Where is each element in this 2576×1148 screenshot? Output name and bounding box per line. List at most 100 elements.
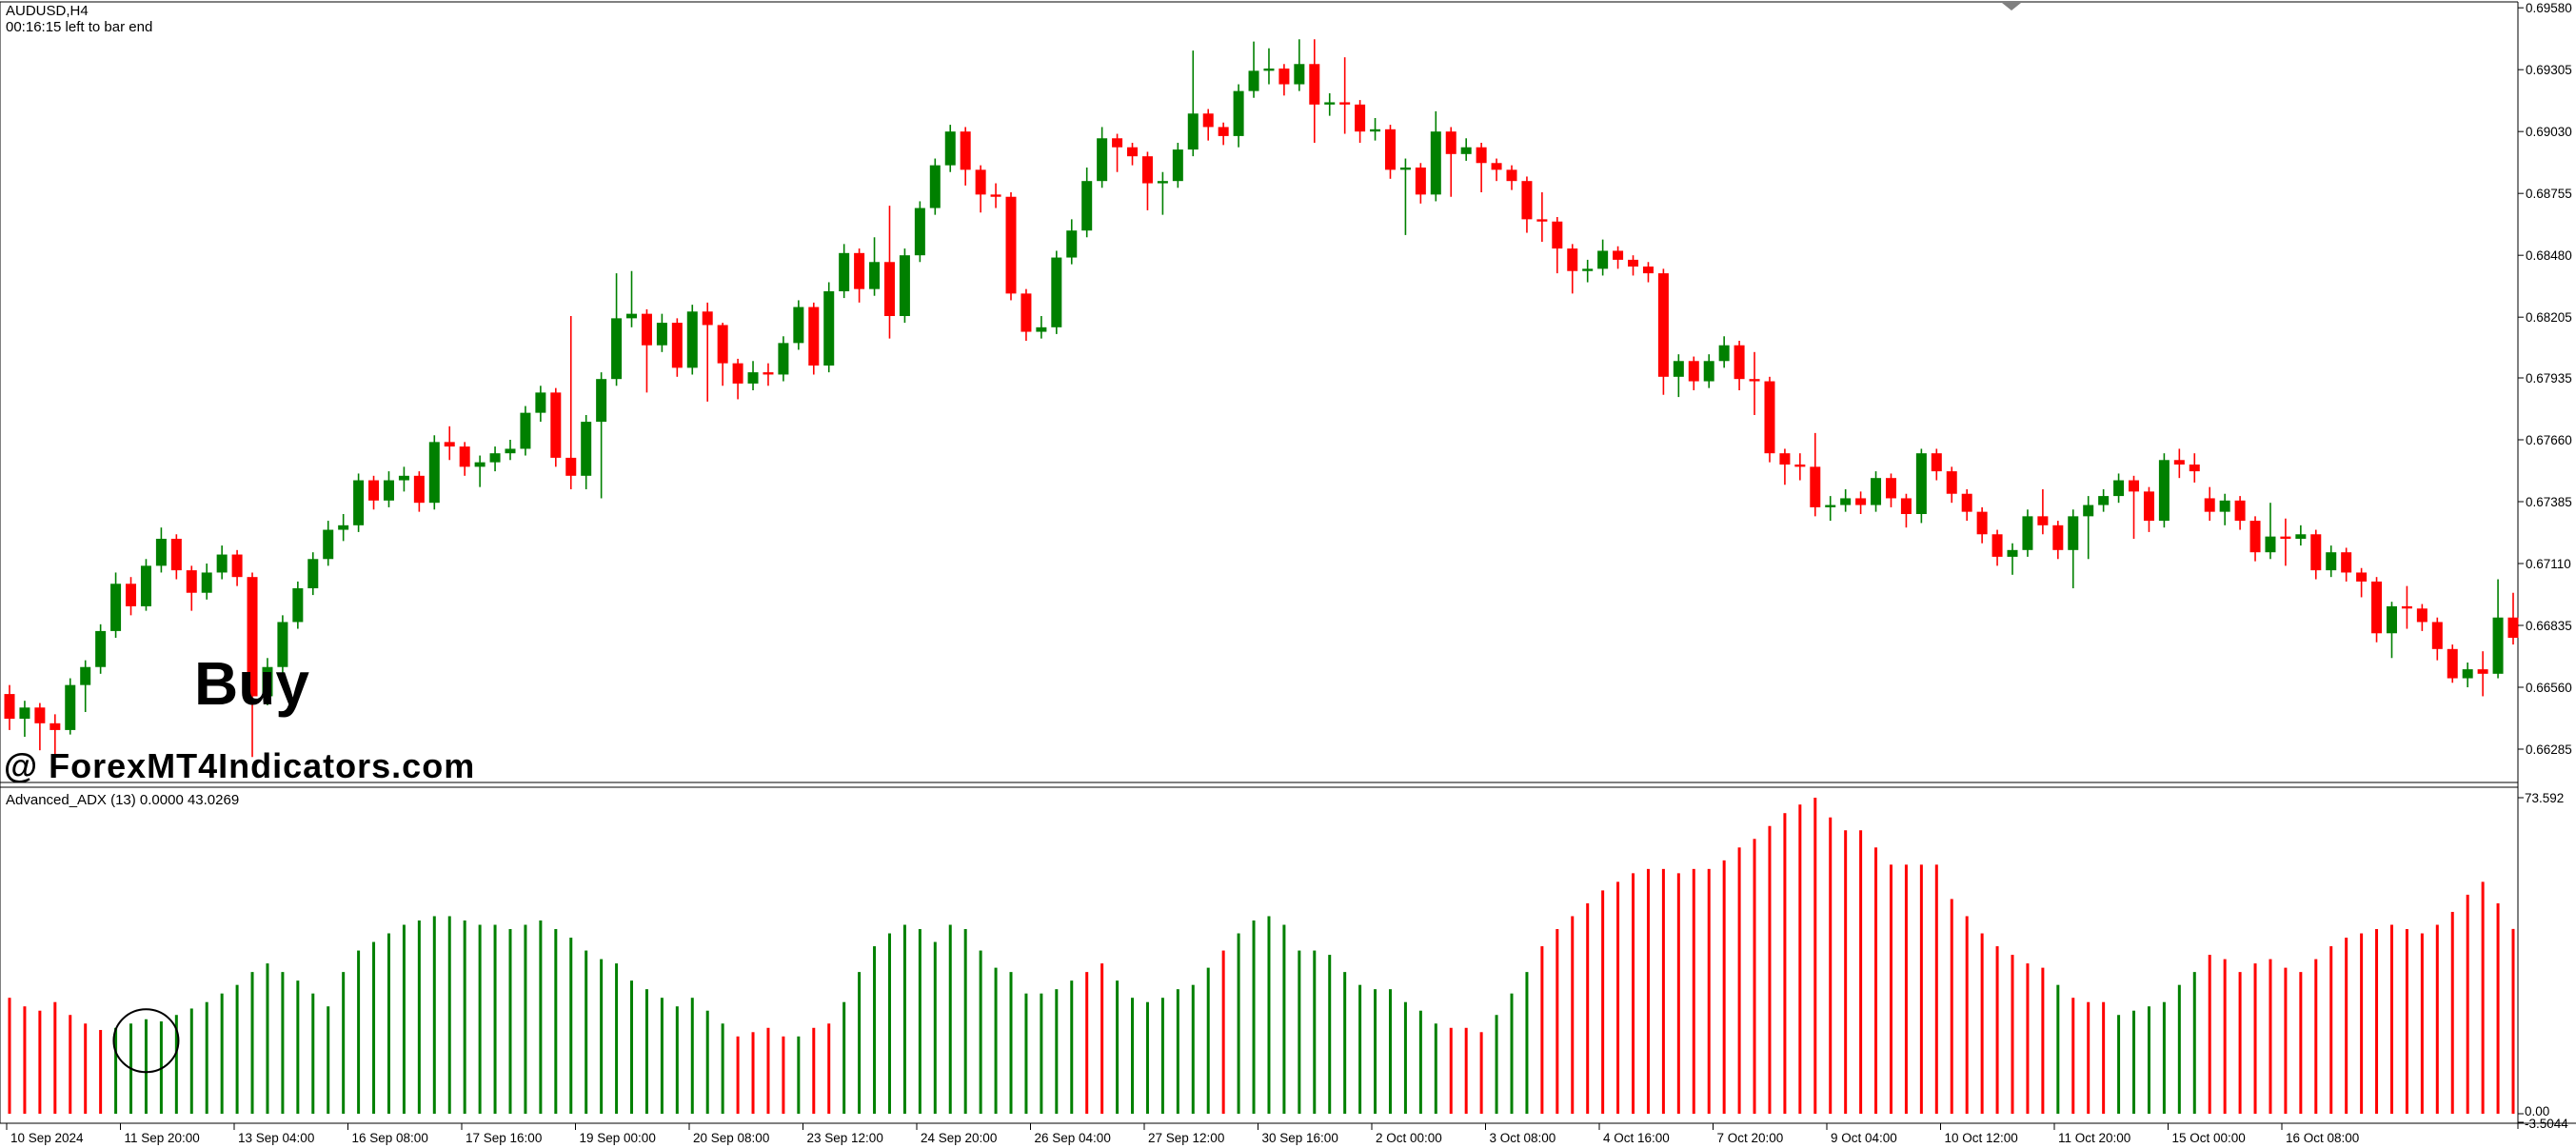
adx-histogram-bar[interactable] <box>23 1006 27 1114</box>
candle-body[interactable] <box>2083 505 2094 517</box>
candle-body[interactable] <box>565 457 577 476</box>
adx-histogram-bar[interactable] <box>2466 894 2469 1114</box>
candle-body[interactable] <box>262 666 273 697</box>
candle-body[interactable] <box>596 379 607 423</box>
candle-body[interactable] <box>444 442 455 447</box>
candle-body[interactable] <box>1991 534 2003 557</box>
candle-body[interactable] <box>2037 516 2049 525</box>
candle-body[interactable] <box>1294 64 1305 85</box>
adx-histogram-bar[interactable] <box>918 929 921 1114</box>
adx-histogram-bar[interactable] <box>1449 1027 1453 1114</box>
adx-histogram-bar[interactable] <box>235 984 239 1114</box>
adx-histogram-bar[interactable] <box>782 1036 785 1114</box>
candle-body[interactable] <box>2113 480 2125 497</box>
adx-histogram-bar[interactable] <box>1206 967 1210 1114</box>
candle-body[interactable] <box>323 529 334 560</box>
candle-body[interactable] <box>2386 605 2397 634</box>
candle-body[interactable] <box>1840 498 1852 505</box>
adx-histogram-bar[interactable] <box>2329 946 2333 1114</box>
candle-body[interactable] <box>2158 460 2170 522</box>
adx-histogram-bar[interactable] <box>1131 998 1135 1114</box>
adx-histogram-bar[interactable] <box>38 1010 42 1114</box>
adx-histogram-bar[interactable] <box>1495 1015 1498 1114</box>
adx-histogram-bar[interactable] <box>417 920 421 1114</box>
adx-histogram-bar[interactable] <box>2102 1001 2106 1114</box>
candle-body[interactable] <box>2326 552 2337 571</box>
adx-histogram-bar[interactable] <box>1237 933 1240 1114</box>
candle-body[interactable] <box>581 422 592 476</box>
adx-histogram-bar[interactable] <box>1358 984 1362 1114</box>
adx-histogram-bar[interactable] <box>1221 950 1225 1114</box>
candle-body[interactable] <box>1355 104 1366 132</box>
adx-histogram-series[interactable] <box>8 798 2515 1114</box>
adx-histogram-bar[interactable] <box>2405 929 2408 1114</box>
candle-body[interactable] <box>353 480 365 525</box>
candle-body[interactable] <box>1642 267 1654 274</box>
candle-body[interactable] <box>1567 248 1578 271</box>
adx-histogram-bar[interactable] <box>585 950 588 1114</box>
candle-body[interactable] <box>702 311 713 326</box>
candle-body[interactable] <box>778 343 789 375</box>
candle-body[interactable] <box>1112 138 1123 148</box>
adx-histogram-bar[interactable] <box>2238 972 2242 1114</box>
candle-body[interactable] <box>216 554 228 573</box>
candle-body[interactable] <box>2280 536 2291 539</box>
candle-body[interactable] <box>2249 521 2261 553</box>
candle-body[interactable] <box>505 448 516 454</box>
adx-histogram-bar[interactable] <box>1343 972 1347 1114</box>
adx-histogram-bar[interactable] <box>1040 993 1043 1114</box>
adx-histogram-bar[interactable] <box>1556 929 1559 1114</box>
candle-body[interactable] <box>686 311 698 368</box>
candle-body[interactable] <box>1187 113 1199 150</box>
adx-histogram-bar[interactable] <box>1722 860 1726 1114</box>
candle-body[interactable] <box>1794 465 1806 467</box>
adx-histogram-bar[interactable] <box>615 963 619 1114</box>
candle-body[interactable] <box>140 565 151 606</box>
price-axis[interactable]: 0.69580 0.69305 0.69030 0.68755 0.68480 0.682… <box>2518 1 2572 1123</box>
candle-body[interactable] <box>747 372 759 384</box>
candle-body[interactable] <box>1506 169 1517 182</box>
adx-histogram-bar[interactable] <box>1980 933 1984 1114</box>
adx-histogram-bar[interactable] <box>2314 959 2318 1114</box>
adx-histogram-bar[interactable] <box>1191 984 1195 1114</box>
candle-body[interactable] <box>126 584 137 606</box>
adx-histogram-bar[interactable] <box>1889 864 1892 1114</box>
candle-body[interactable] <box>656 323 667 346</box>
candle-body[interactable] <box>1552 221 1563 249</box>
adx-histogram-bar[interactable] <box>2223 959 2227 1114</box>
adx-histogram-bar[interactable] <box>2132 1010 2136 1114</box>
adx-histogram-bar[interactable] <box>1176 989 1179 1114</box>
adx-histogram-bar[interactable] <box>386 933 390 1114</box>
candle-body[interactable] <box>732 363 743 384</box>
adx-histogram-bar[interactable] <box>1388 989 1392 1114</box>
candle-body[interactable] <box>201 572 212 593</box>
candle-body[interactable] <box>1703 361 1714 382</box>
adx-histogram-bar[interactable] <box>1707 868 1711 1114</box>
adx-histogram-bar[interactable] <box>2192 972 2196 1114</box>
adx-histogram-bar[interactable] <box>1874 847 1878 1114</box>
candle-body[interactable] <box>2068 516 2079 550</box>
adx-histogram-bar[interactable] <box>2375 929 2379 1114</box>
adx-histogram-bar[interactable] <box>1464 1027 1468 1114</box>
adx-histogram-bar[interactable] <box>327 1006 330 1114</box>
adx-histogram-bar[interactable] <box>1844 830 1848 1114</box>
candle-body[interactable] <box>611 318 623 380</box>
candle-body[interactable] <box>1491 163 1502 170</box>
candle-body[interactable] <box>428 442 440 504</box>
candle-body[interactable] <box>2477 669 2488 674</box>
adx-histogram-bar[interactable] <box>524 924 527 1114</box>
adx-histogram-bar[interactable] <box>1267 916 1271 1114</box>
candle-body[interactable] <box>368 480 380 501</box>
adx-histogram-bar[interactable] <box>1965 916 1969 1114</box>
adx-histogram-bar[interactable] <box>1632 873 1635 1114</box>
adx-histogram-bar[interactable] <box>296 980 300 1114</box>
adx-histogram-bar[interactable] <box>266 963 269 1114</box>
candle-body[interactable] <box>1324 102 1336 105</box>
adx-histogram-bar[interactable] <box>675 1006 679 1114</box>
adx-histogram-bar[interactable] <box>705 1010 709 1114</box>
candle-body[interactable] <box>1141 156 1153 184</box>
adx-histogram-bar[interactable] <box>1540 946 1544 1114</box>
adx-histogram-bar[interactable] <box>2177 984 2181 1114</box>
adx-histogram-bar[interactable] <box>721 1023 724 1114</box>
adx-histogram-bar[interactable] <box>842 1001 846 1114</box>
